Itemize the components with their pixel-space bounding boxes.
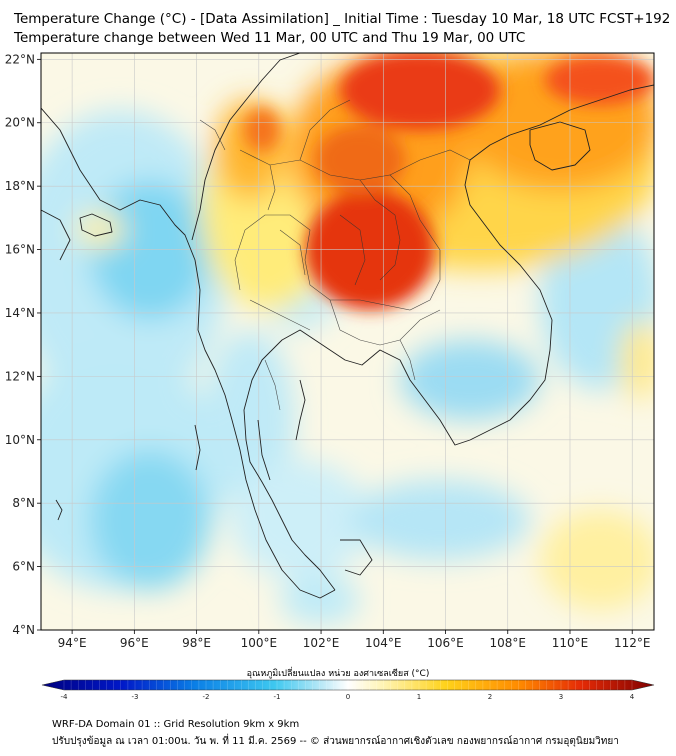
colorbar-tick-label: 4 xyxy=(630,693,635,701)
map-frame xyxy=(40,52,655,631)
longitude-labels: 94°E 96°E 98°E 100°E 102°E 104°E 106°E 108°E 110… xyxy=(58,630,651,650)
colorbar-tick-label: -4 xyxy=(61,693,69,701)
lat-label: 10°N xyxy=(5,433,35,447)
lat-label: 20°N xyxy=(5,116,35,130)
colorbar-ticks: -4 -3 -2 -1 0 1 2 3 4 xyxy=(61,680,635,701)
lat-label: 12°N xyxy=(5,369,35,383)
lon-label: 108°E xyxy=(490,636,527,650)
lon-label: 106°E xyxy=(427,636,464,650)
colorbar: -4 -3 -2 -1 0 1 2 3 4 xyxy=(41,679,655,701)
lon-label: 98°E xyxy=(182,636,211,650)
colorbar-tick-label: -1 xyxy=(274,693,281,701)
lat-label: 18°N xyxy=(5,179,35,193)
lon-label: 104°E xyxy=(365,636,402,650)
lat-label: 8°N xyxy=(12,496,35,510)
lat-label: 22°N xyxy=(5,52,35,66)
footer-credit: ปรับปรุงข้อมูล ณ เวลา 01:00น. วัน พ. ที่… xyxy=(52,736,619,747)
lon-label: 94°E xyxy=(58,636,87,650)
colorbar-tick-label: 2 xyxy=(488,693,492,701)
colorbar-tick-label: 3 xyxy=(559,693,563,701)
map-title: Temperature Change (°C) - [Data Assimila… xyxy=(14,11,671,27)
colorbar-tick-label: -3 xyxy=(132,693,139,701)
lon-label: 102°E xyxy=(303,636,340,650)
lon-label: 96°E xyxy=(120,636,149,650)
coastlines xyxy=(41,53,654,599)
lon-label: 110°E xyxy=(552,636,589,650)
island-hainan xyxy=(529,121,591,171)
lat-label: 4°N xyxy=(12,623,35,637)
lat-label: 16°N xyxy=(5,243,35,257)
colorbar-tick-label: 0 xyxy=(346,693,350,701)
lat-label: 6°N xyxy=(12,560,35,574)
colorbar-tick-label: -2 xyxy=(203,693,210,701)
map-subtitle: Temperature change between Wed 11 Mar, 0… xyxy=(14,30,526,46)
lat-label: 14°N xyxy=(5,306,35,320)
latitude-labels: 22°N 20°N 18°N 16°N 14°N 12°N 10°N 8°N 6°N 4°N xyxy=(5,52,41,637)
temperature-field xyxy=(41,53,654,630)
lon-label: 112°E xyxy=(614,636,651,650)
footer-model-info: WRF-DA Domain 01 :: Grid Resolution 9km … xyxy=(52,719,300,730)
colorbar-title: อุณหภูมิเปลี่ยนแปลง หน่วย องศาเซลเซียส (… xyxy=(246,669,430,679)
lon-label: 100°E xyxy=(241,636,278,650)
graticule xyxy=(41,53,654,630)
country-borders xyxy=(199,99,471,411)
colorbar-tick-label: 1 xyxy=(417,693,421,701)
